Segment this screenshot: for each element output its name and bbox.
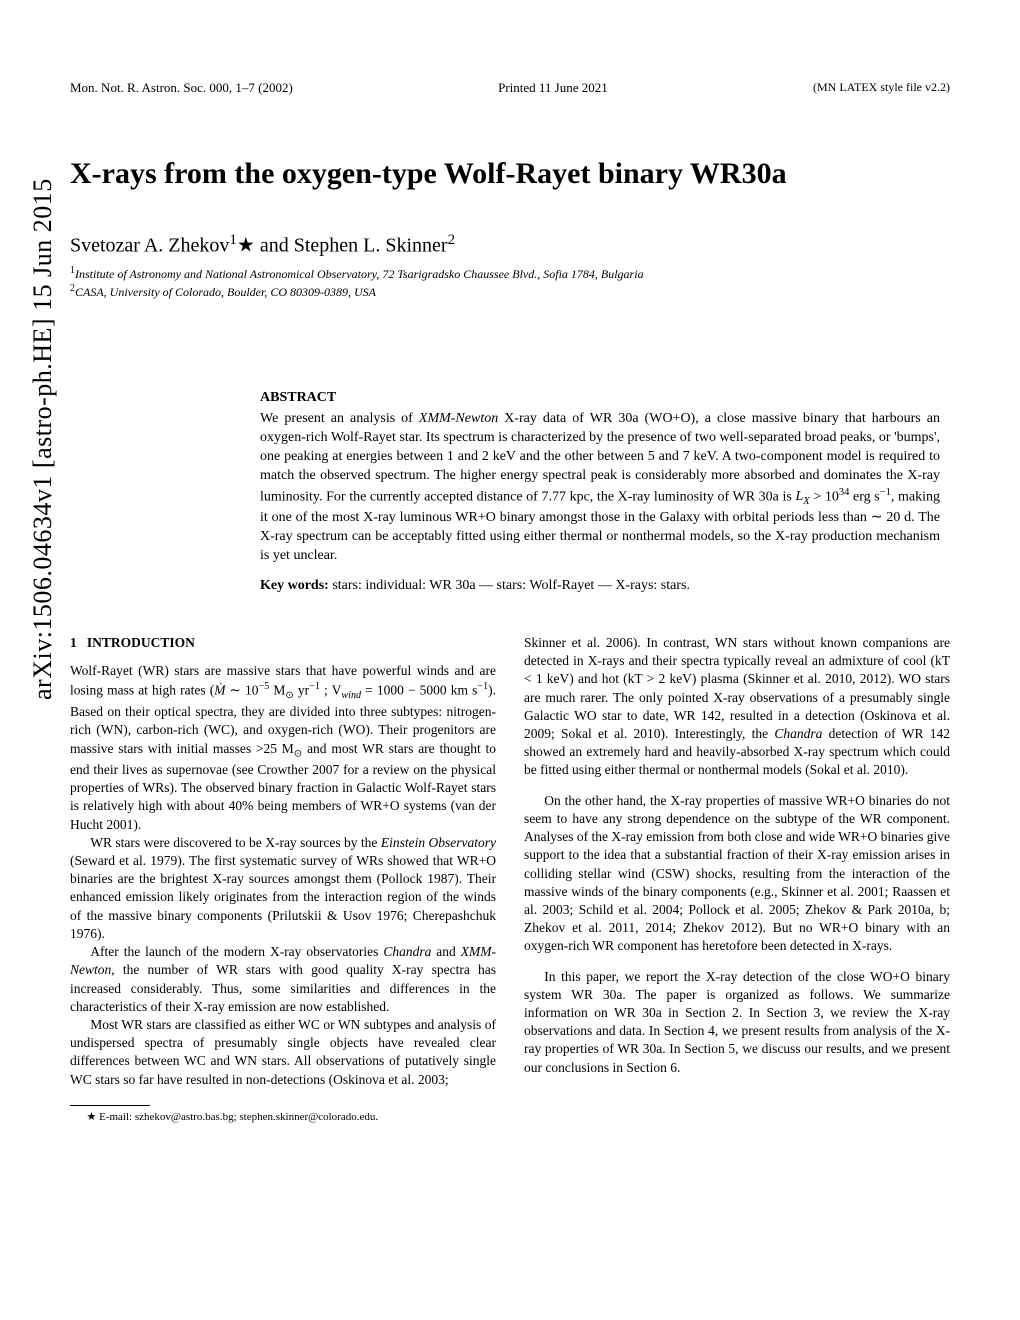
body-columns: 1 INTRODUCTION Wolf-Rayet (WR) stars are… <box>70 634 950 1125</box>
affiliations: 1Institute of Astronomy and National Ast… <box>70 264 950 300</box>
paragraph: Wolf-Rayet (WR) stars are massive stars … <box>70 662 496 834</box>
header-style: (MN LATEX style file v2.2) <box>813 80 950 96</box>
abstract-heading: ABSTRACT <box>260 390 940 406</box>
left-column: 1 INTRODUCTION Wolf-Rayet (WR) stars are… <box>70 634 496 1125</box>
arxiv-stamp: arXiv:1506.04634v1 [astro-ph.HE] 15 Jun … <box>28 178 58 700</box>
footnote-rule <box>70 1105 150 1106</box>
paragraph: In this paper, we report the X-ray detec… <box>524 968 950 1077</box>
abstract-block: ABSTRACT We present an analysis of XMM-N… <box>260 390 940 594</box>
abstract-text: We present an analysis of XMM-Newton X-r… <box>260 410 940 566</box>
section-number: 1 <box>70 635 77 650</box>
journal-header: Mon. Not. R. Astron. Soc. 000, 1–7 (2002… <box>70 80 950 96</box>
keywords-label: Key words: <box>260 578 329 593</box>
paragraph: After the launch of the modern X-ray obs… <box>70 943 496 1016</box>
paragraph: On the other hand, the X-ray properties … <box>524 792 950 956</box>
keywords-text: stars: individual: WR 30a — stars: Wolf-… <box>332 578 690 593</box>
paper-title: X-rays from the oxygen-type Wolf-Rayet b… <box>70 156 950 192</box>
paragraph: Skinner et al. 2006). In contrast, WN st… <box>524 634 950 780</box>
header-journal: Mon. Not. R. Astron. Soc. 000, 1–7 (2002… <box>70 80 293 96</box>
paragraph: WR stars were discovered to be X-ray sou… <box>70 834 496 943</box>
authors: Svetozar A. Zhekov1★ and Stephen L. Skin… <box>70 232 950 258</box>
affiliation-1: Institute of Astronomy and National Astr… <box>75 267 644 281</box>
footnote: ★ E-mail: szhekov@astro.bas.bg; stephen.… <box>70 1110 496 1125</box>
section-title: INTRODUCTION <box>87 635 195 650</box>
section-1-heading: 1 INTRODUCTION <box>70 634 496 652</box>
keywords: Key words: stars: individual: WR 30a — s… <box>260 578 940 594</box>
affiliation-2: CASA, University of Colorado, Boulder, C… <box>75 285 376 299</box>
header-date: Printed 11 June 2021 <box>498 80 608 96</box>
paragraph: Most WR stars are classified as either W… <box>70 1016 496 1089</box>
right-column: Skinner et al. 2006). In contrast, WN st… <box>524 634 950 1125</box>
